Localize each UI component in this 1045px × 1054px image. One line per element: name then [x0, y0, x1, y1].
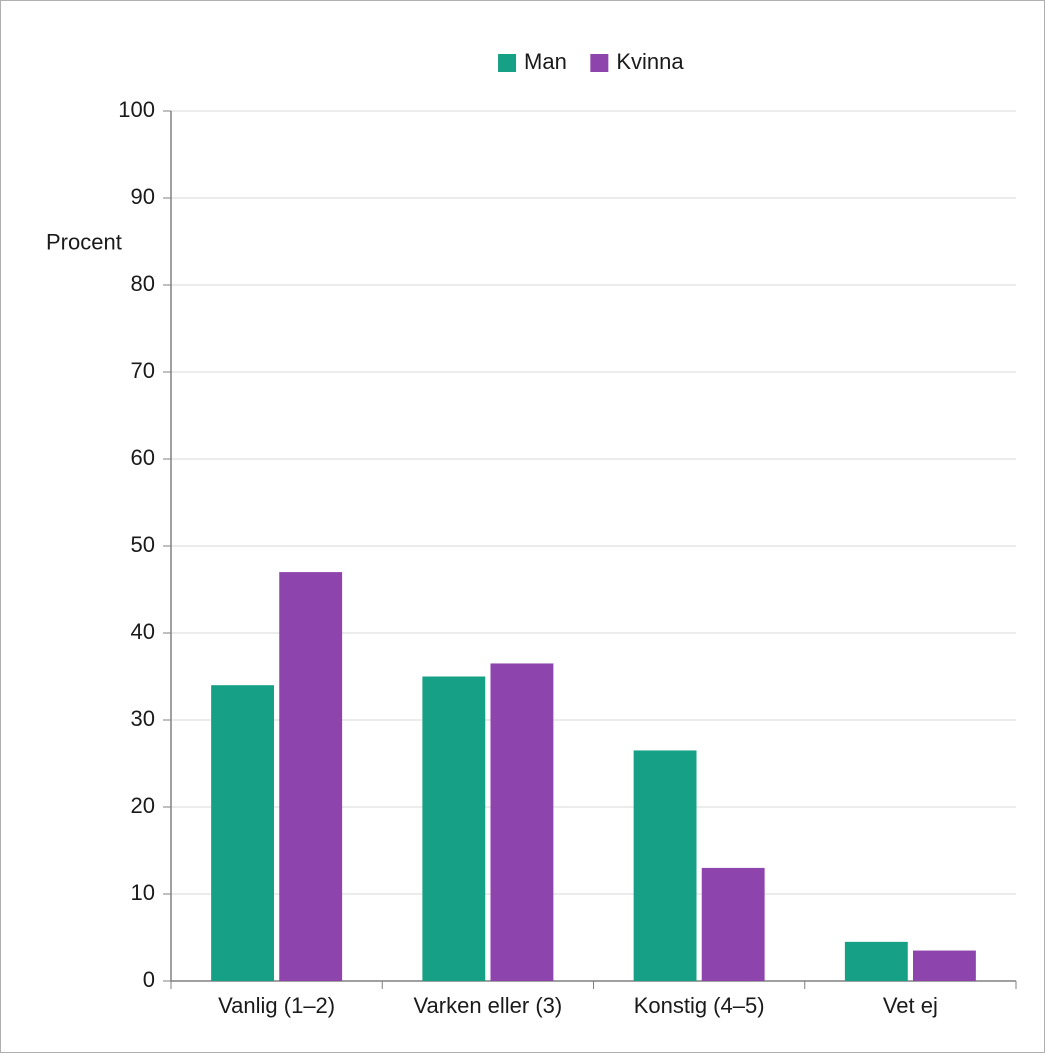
y-tick-label: 70 — [131, 358, 155, 383]
bar-man — [845, 942, 908, 981]
y-tick-label: 20 — [131, 793, 155, 818]
y-tick-label: 90 — [131, 184, 155, 209]
chart-frame: 0 10 20 30 40 50 60 70 80 90 100 Procent Vanlig (1–2… — [0, 0, 1045, 1053]
bar-kvinna — [702, 868, 765, 981]
y-tick-label: 30 — [131, 706, 155, 731]
legend-label: Kvinna — [616, 49, 684, 74]
legend-label: Man — [524, 49, 567, 74]
bar-man — [422, 677, 485, 982]
bar-kvinna — [913, 951, 976, 981]
y-tick-label: 0 — [143, 967, 155, 992]
y-tick-label: 100 — [118, 97, 155, 122]
legend-swatch — [590, 54, 608, 72]
x-tick-label: Vanlig (1–2) — [218, 993, 335, 1018]
y-tick-label: 80 — [131, 271, 155, 296]
y-tick-label: 40 — [131, 619, 155, 644]
bar-man — [211, 685, 274, 981]
grouped-bar-chart: 0 10 20 30 40 50 60 70 80 90 100 Procent Vanlig (1–2… — [1, 1, 1045, 1054]
bar-kvinna — [490, 663, 553, 981]
legend-swatch — [498, 54, 516, 72]
y-tick-label: 50 — [131, 532, 155, 557]
y-axis-title: Procent — [46, 230, 122, 255]
bar-kvinna — [279, 572, 342, 981]
x-tick-label: Vet ej — [883, 993, 938, 1018]
x-tick-label: Konstig (4–5) — [634, 993, 765, 1018]
x-tick-label: Varken eller (3) — [413, 993, 562, 1018]
y-tick-label: 10 — [131, 880, 155, 905]
bar-man — [634, 750, 697, 981]
y-tick-label: 60 — [131, 445, 155, 470]
